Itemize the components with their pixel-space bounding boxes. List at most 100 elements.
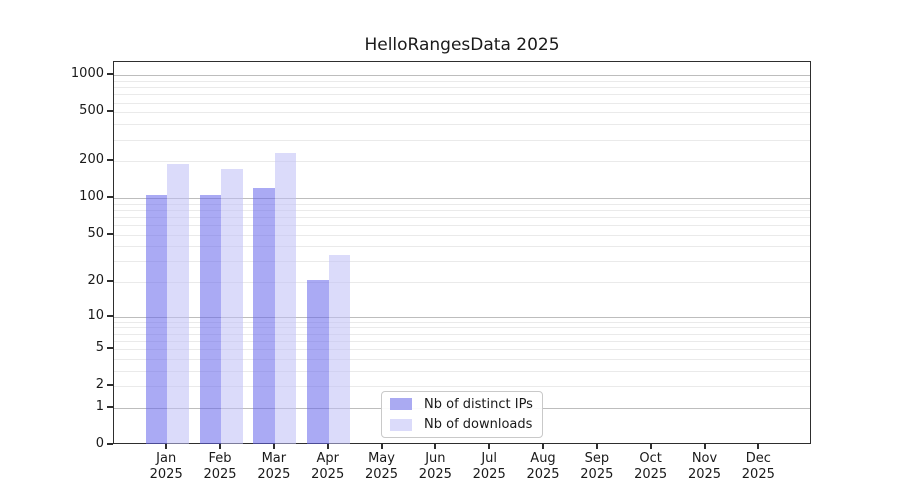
major-gridline	[114, 197, 810, 199]
x-tick-label-apr: Apr 2025	[292, 451, 364, 483]
minor-gridline	[114, 224, 810, 226]
y-tick-mark	[107, 405, 113, 408]
x-tick-mark	[703, 444, 706, 449]
y-tick-mark	[107, 384, 113, 387]
month-label: Feb	[208, 451, 232, 466]
minor-gridline	[114, 80, 810, 82]
x-tick-label-mar: Mar 2025	[238, 451, 310, 483]
minor-gridline	[114, 102, 810, 104]
x-tick-label-oct: Oct 2025	[615, 451, 687, 483]
x-tick-mark	[488, 444, 491, 449]
minor-gridline	[114, 94, 810, 96]
month-label: Sep	[584, 451, 610, 466]
minor-gridline	[114, 327, 810, 329]
year-label: 2025	[687, 467, 722, 482]
x-tick-label-nov: Nov 2025	[669, 451, 741, 483]
year-label: 2025	[741, 467, 775, 482]
minor-gridline	[114, 370, 810, 372]
y-tick-mark	[107, 195, 113, 198]
x-tick-label-jul: Jul 2025	[453, 451, 525, 483]
legend-swatch	[390, 398, 412, 411]
bar-distinct-ips-apr	[307, 279, 329, 444]
year-label: 2025	[472, 467, 506, 482]
y-tick-label: 20	[87, 273, 104, 289]
y-tick-mark	[107, 159, 113, 162]
x-tick-mark	[326, 444, 329, 449]
minor-gridline	[114, 112, 810, 114]
x-tick-label-sep: Sep 2025	[561, 451, 633, 483]
month-label: Jul	[481, 451, 498, 466]
minor-gridline	[114, 87, 810, 89]
bar-distinct-ips-mar	[253, 188, 275, 444]
month-label: Oct	[639, 451, 662, 466]
y-tick-mark	[107, 347, 113, 350]
minor-gridline	[114, 349, 810, 351]
minor-gridline	[114, 216, 810, 218]
minor-gridline	[114, 124, 810, 126]
y-tick-label: 10	[87, 307, 104, 323]
x-tick-label-dec: Dec 2025	[722, 451, 794, 483]
bar-downloads-feb	[221, 168, 243, 444]
x-tick-mark	[272, 444, 275, 449]
y-tick-mark	[107, 443, 113, 445]
legend-row: Nb of downloads	[390, 417, 534, 434]
y-tick-label: 50	[87, 225, 104, 241]
bar-downloads-jan	[167, 163, 189, 444]
legend-label: Nb of downloads	[424, 417, 533, 433]
x-tick-mark	[380, 444, 383, 449]
year-label: 2025	[526, 467, 560, 482]
y-tick-label: 5	[95, 340, 104, 356]
minor-gridline	[114, 234, 810, 236]
y-tick-label: 1000	[70, 66, 104, 82]
x-tick-label-jan: Jan 2025	[130, 451, 202, 483]
month-label: Apr	[316, 451, 339, 466]
plot-area	[113, 61, 811, 444]
minor-gridline	[114, 261, 810, 263]
y-tick-mark	[107, 73, 113, 76]
x-tick-mark	[595, 444, 598, 449]
minor-gridline	[114, 282, 810, 284]
year-label: 2025	[364, 467, 399, 482]
minor-gridline	[114, 139, 810, 141]
minor-gridline	[114, 386, 810, 388]
legend-swatch	[390, 418, 412, 431]
minor-gridline	[114, 209, 810, 211]
month-label: Jun	[425, 451, 446, 466]
y-tick-label: 500	[79, 103, 104, 119]
chart-title: HelloRangesData 2025	[364, 35, 560, 55]
major-gridline	[114, 316, 810, 318]
year-label: 2025	[634, 467, 668, 482]
month-label: Mar	[261, 451, 287, 466]
bar-distinct-ips-feb	[199, 195, 222, 444]
y-tick-label: 2	[95, 377, 104, 393]
legend-row: Nb of distinct IPs	[390, 396, 534, 413]
month-label: May	[368, 451, 395, 466]
legend: Nb of distinct IPs Nb of downloads	[381, 391, 543, 438]
x-tick-mark	[219, 444, 222, 449]
minor-gridline	[114, 246, 810, 248]
year-label: 2025	[257, 467, 291, 482]
minor-gridline	[114, 358, 810, 360]
x-tick-mark	[434, 444, 437, 449]
bar-downloads-apr	[328, 254, 351, 444]
major-gridline	[114, 75, 810, 77]
legend-label: Nb of distinct IPs	[424, 396, 533, 412]
x-tick-label-aug: Aug 2025	[507, 451, 579, 483]
year-label: 2025	[149, 467, 183, 482]
y-tick-label: 200	[79, 152, 104, 168]
x-tick-mark	[757, 444, 760, 449]
bar-downloads-mar	[274, 152, 297, 444]
x-tick-mark	[165, 444, 168, 449]
year-label: 2025	[203, 467, 237, 482]
month-label: Jan	[156, 451, 177, 466]
month-label: Nov	[691, 451, 718, 466]
y-tick-label: 1	[95, 398, 104, 414]
bar-distinct-ips-jan	[145, 195, 168, 444]
y-tick-mark	[107, 232, 113, 235]
minor-gridline	[114, 333, 810, 335]
month-label: Dec	[745, 451, 771, 466]
minor-gridline	[114, 340, 810, 342]
y-tick-label: 100	[79, 188, 104, 204]
minor-gridline	[114, 203, 810, 205]
